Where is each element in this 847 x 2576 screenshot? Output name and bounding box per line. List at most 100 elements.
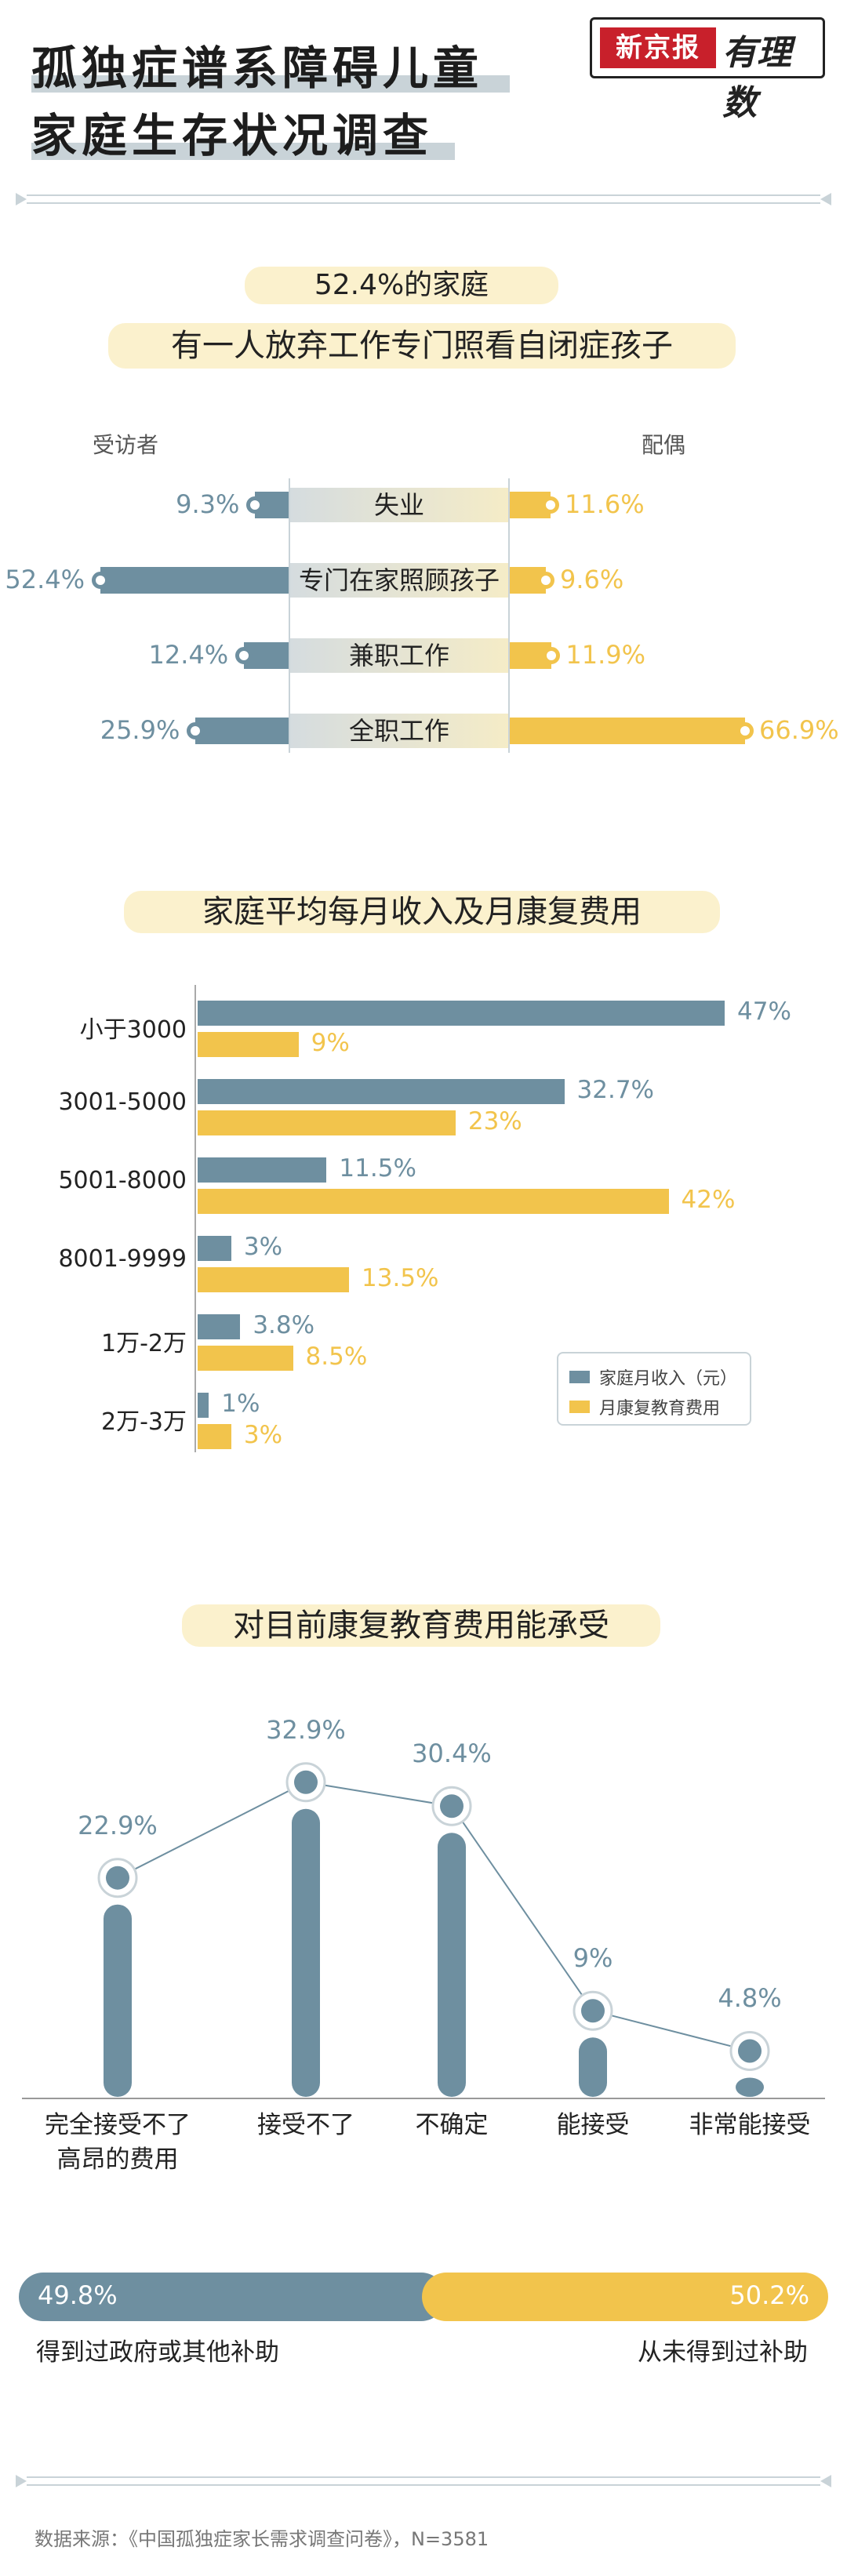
respondent-bar-cap-icon xyxy=(235,647,253,664)
section1-subheadline: 有一人放弃工作专门照看自闭症孩子 xyxy=(171,328,673,364)
pillar-2 xyxy=(438,1833,466,2097)
cost-value: 42% xyxy=(681,1186,736,1214)
marker-dot-1 xyxy=(294,1770,318,1794)
section2-axis xyxy=(194,985,196,1452)
tolerance-category: 能接受 xyxy=(556,2111,630,2139)
legend-swatch-income xyxy=(569,1371,590,1383)
cost-bar xyxy=(198,1189,669,1214)
top-divider xyxy=(16,193,831,205)
tolerance-category: 接受不了 xyxy=(257,2111,354,2139)
tolerance-value: 22.9% xyxy=(78,1810,158,1840)
center-column xyxy=(289,478,510,753)
subsidy-received-value: 49.8% xyxy=(38,2280,118,2310)
section3-title: 对目前康复教育费用能承受 xyxy=(233,1608,609,1644)
subsidy-received-label: 得到过政府或其他补助 xyxy=(36,2338,279,2367)
tolerance-category: 完全接受不了 高昂的费用 xyxy=(45,2111,191,2174)
section1-subheadline-pill xyxy=(108,323,736,369)
cost-bar xyxy=(198,1424,231,1449)
logo-brand-text: 新京报 xyxy=(600,27,716,68)
spouse-label: 配偶 xyxy=(642,432,686,458)
subsidy-never-value: 50.2% xyxy=(729,2280,809,2310)
title-underline-1 xyxy=(31,75,510,93)
respondent-bar-cap-icon xyxy=(187,722,205,739)
spouse-bar xyxy=(510,718,745,744)
section2-title: 家庭平均每月收入及月康复费用 xyxy=(202,894,642,930)
spouse-value: 66.9% xyxy=(759,715,839,745)
section1-headline: 52.4%的家庭 xyxy=(314,269,489,301)
respondent-label: 受访者 xyxy=(93,432,159,458)
divider-arrow-left-icon xyxy=(16,193,27,205)
cost-value: 3% xyxy=(243,1421,283,1449)
category-0: 失业 xyxy=(290,488,508,522)
brand-logo: 新京报 有理数 xyxy=(590,17,825,123)
income-bar xyxy=(198,1079,565,1104)
income-bar xyxy=(198,1314,241,1339)
marker-dot-3 xyxy=(581,1999,605,2023)
section2-title-pill xyxy=(124,891,720,933)
income-value: 3.8% xyxy=(253,1311,315,1339)
marker-dot-0 xyxy=(106,1866,129,1890)
tolerance-category: 非常能接受 xyxy=(689,2111,811,2139)
subsidy-never-bar xyxy=(421,2273,828,2321)
cost-bar xyxy=(198,1110,456,1135)
spouse-value: 11.6% xyxy=(565,489,645,519)
respondent-bar xyxy=(100,567,289,594)
logo-script-text: 有理数 xyxy=(722,33,791,123)
tolerance-value: 32.9% xyxy=(266,1714,346,1745)
cost-bar xyxy=(198,1032,299,1057)
bottom-divider xyxy=(16,2475,831,2487)
cost-value: 8.5% xyxy=(305,1342,368,1371)
category-1: 专门在家照顾孩子 xyxy=(290,563,508,598)
category-3: 全职工作 xyxy=(290,714,508,748)
spouse-value: 11.9% xyxy=(565,640,646,670)
pillar-3 xyxy=(579,2037,607,2097)
divider-arrow-left-icon xyxy=(16,2475,27,2487)
spouse-bar-cap-icon xyxy=(542,496,560,514)
tolerance-value: 9% xyxy=(573,1943,613,1974)
spouse-value: 9.6% xyxy=(560,565,624,594)
respondent-value: 25.9% xyxy=(100,715,180,745)
respondent-bar xyxy=(195,718,289,744)
respondent-value: 52.4% xyxy=(5,565,85,594)
respondent-value: 9.3% xyxy=(176,489,240,519)
page-title-line-1: 孤独症谱系障碍儿童 xyxy=(31,42,484,95)
legend-cost-label: 月康复教育费用 xyxy=(599,1399,721,1419)
cost-bar xyxy=(198,1346,293,1371)
section3-trend-line xyxy=(117,1781,751,2052)
income-value: 11.5% xyxy=(339,1154,416,1183)
page-title-line-2: 家庭生存状况调查 xyxy=(31,109,434,162)
legend-income-label: 家庭月收入（元） xyxy=(599,1369,738,1389)
title-underline-2 xyxy=(31,143,455,160)
income-value: 32.7% xyxy=(576,1076,655,1104)
income-category: 小于3000 xyxy=(79,1016,187,1044)
income-category: 5001-8000 xyxy=(58,1167,187,1194)
section1-headline-pill xyxy=(245,267,558,304)
subsidy-received-bar xyxy=(19,2273,445,2321)
cost-value: 13.5% xyxy=(362,1264,439,1292)
income-bar xyxy=(198,1393,209,1418)
tolerance-value: 30.4% xyxy=(412,1739,492,1769)
divider-arrow-right-icon xyxy=(820,193,831,205)
income-bar xyxy=(198,1236,231,1261)
subsidy-never-label: 从未得到过补助 xyxy=(638,2338,808,2367)
pillar-1 xyxy=(292,1808,320,2097)
data-source: 数据来源：《中国孤独症家长需求调查问卷》，N=3581 xyxy=(35,2528,489,2550)
marker-dot-2 xyxy=(440,1794,463,1818)
income-value: 3% xyxy=(243,1233,283,1261)
section3-title-pill xyxy=(182,1604,660,1647)
income-value: 1% xyxy=(221,1390,260,1418)
income-category: 8001-9999 xyxy=(58,1245,187,1273)
section2-legend: 家庭月收入（元） 月康复教育费用 xyxy=(557,1352,751,1426)
marker-dot-4 xyxy=(738,2039,762,2063)
income-value: 47% xyxy=(737,997,791,1026)
respondent-value: 12.4% xyxy=(148,640,229,670)
divider-arrow-right-icon xyxy=(820,2475,831,2487)
income-bar xyxy=(198,1001,725,1026)
cost-value: 9% xyxy=(311,1029,350,1057)
pillar-4 xyxy=(736,2077,764,2097)
legend-swatch-cost xyxy=(569,1401,590,1413)
spouse-bar-cap-icon xyxy=(543,647,561,664)
income-category: 2万-3万 xyxy=(101,1408,187,1436)
respondent-bar-cap-icon xyxy=(92,572,109,589)
